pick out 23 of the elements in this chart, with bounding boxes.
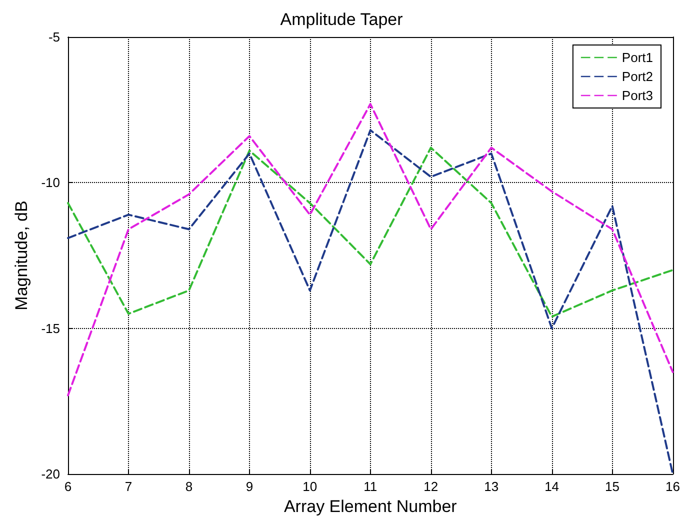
y-tick-label: -20 — [41, 466, 60, 482]
y-axis-title: Magnitude, dB — [12, 200, 31, 310]
x-tick-label: 11 — [364, 479, 378, 494]
x-tick-label: 10 — [302, 479, 318, 494]
x-tick-label: 6 — [64, 479, 72, 494]
x-tick-label: 16 — [666, 479, 680, 494]
legend-label: Port2 — [622, 69, 654, 84]
legend-label: Port1 — [622, 50, 654, 65]
legend-label: Port3 — [622, 88, 654, 103]
y-tick-label: -5 — [48, 30, 60, 44]
x-tick-label: 15 — [605, 479, 620, 494]
x-tick-label: 14 — [544, 479, 560, 494]
x-tick-label: 12 — [424, 479, 438, 494]
y-tick-label: -10 — [41, 175, 60, 190]
y-tick-label: -15 — [41, 320, 60, 336]
chart-title: Amplitude Taper — [280, 10, 404, 29]
line-series — [67, 146, 674, 318]
x-axis-title: Array Element Number — [284, 496, 458, 516]
x-tick-label: 7 — [124, 479, 132, 494]
x-tick-label: 9 — [246, 479, 254, 494]
line-series — [67, 103, 674, 396]
x-tick-label: 8 — [185, 479, 193, 494]
x-tick-label: 13 — [484, 479, 499, 494]
